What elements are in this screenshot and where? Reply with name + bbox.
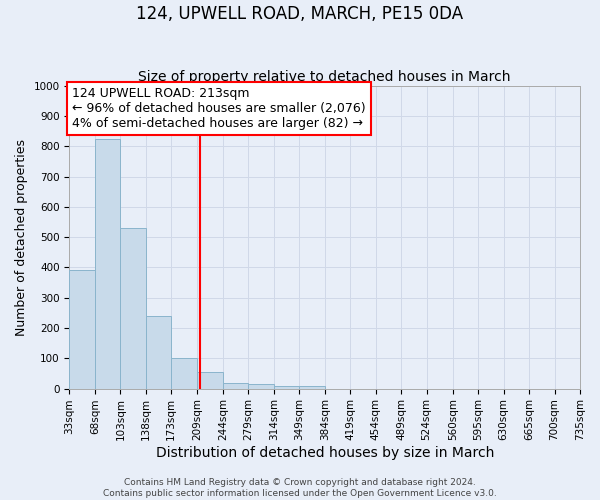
Bar	[171, 358, 197, 388]
Bar	[70, 270, 95, 388]
Bar	[121, 228, 146, 388]
Text: 124 UPWELL ROAD: 213sqm
← 96% of detached houses are smaller (2,076)
4% of semi-: 124 UPWELL ROAD: 213sqm ← 96% of detache…	[72, 87, 365, 130]
Bar	[223, 382, 248, 388]
Text: Contains HM Land Registry data © Crown copyright and database right 2024.
Contai: Contains HM Land Registry data © Crown c…	[103, 478, 497, 498]
Bar	[146, 316, 171, 388]
Y-axis label: Number of detached properties: Number of detached properties	[15, 138, 28, 336]
Bar	[248, 384, 274, 388]
Bar	[299, 386, 325, 388]
Bar	[95, 138, 121, 388]
Bar	[274, 386, 299, 388]
Title: Size of property relative to detached houses in March: Size of property relative to detached ho…	[139, 70, 511, 85]
Text: 124, UPWELL ROAD, MARCH, PE15 0DA: 124, UPWELL ROAD, MARCH, PE15 0DA	[136, 5, 464, 23]
X-axis label: Distribution of detached houses by size in March: Distribution of detached houses by size …	[155, 446, 494, 460]
Bar	[197, 372, 223, 388]
